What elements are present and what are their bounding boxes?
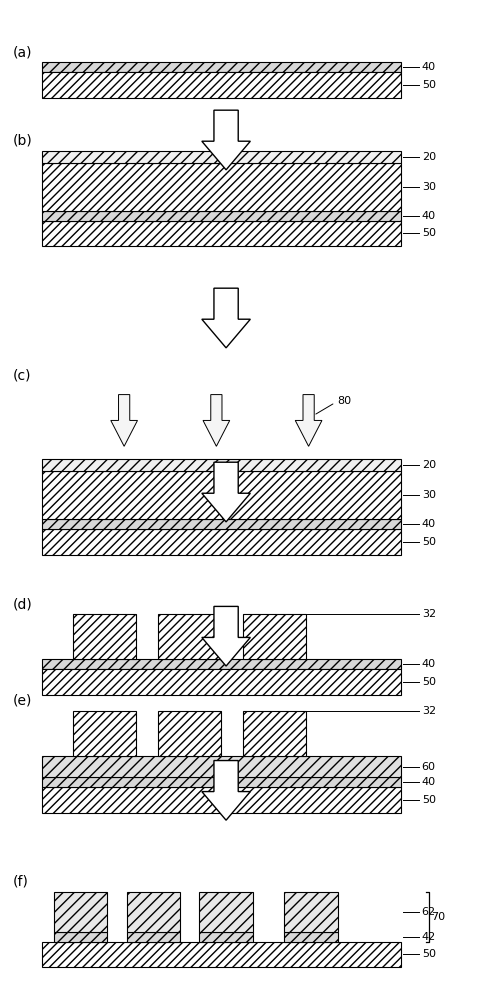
Bar [54, 932, 107, 942]
Text: 42: 42 [422, 932, 436, 942]
Bar [42, 659, 401, 669]
Bar [199, 892, 253, 932]
Polygon shape [202, 288, 250, 348]
Bar [42, 151, 401, 163]
Text: 40: 40 [422, 62, 436, 72]
Text: 40: 40 [422, 211, 436, 221]
Bar [42, 942, 401, 967]
Text: 50: 50 [422, 949, 436, 959]
Text: (c): (c) [12, 369, 31, 383]
Text: 50: 50 [422, 228, 436, 238]
Text: 50: 50 [422, 795, 436, 805]
Bar [127, 892, 180, 932]
Text: 20: 20 [422, 460, 436, 470]
Text: (f): (f) [12, 875, 28, 889]
Text: (a): (a) [12, 45, 32, 59]
Bar [42, 211, 401, 221]
Polygon shape [202, 110, 250, 170]
Bar [243, 711, 306, 756]
Text: 60: 60 [422, 762, 436, 772]
Bar [42, 756, 401, 777]
Polygon shape [202, 462, 250, 522]
Bar [42, 529, 401, 555]
Text: 30: 30 [422, 182, 436, 192]
Text: 32: 32 [422, 609, 436, 619]
Bar [158, 614, 221, 659]
Text: 20: 20 [422, 152, 436, 162]
Bar [42, 62, 401, 72]
Text: 30: 30 [422, 490, 436, 500]
Bar [284, 892, 338, 932]
Bar [158, 711, 221, 756]
Text: 50: 50 [422, 80, 436, 90]
Text: 62: 62 [422, 907, 436, 917]
Text: (b): (b) [12, 134, 32, 148]
Bar [42, 221, 401, 246]
Bar [42, 777, 401, 787]
Bar [54, 892, 107, 932]
Bar [42, 459, 401, 471]
Polygon shape [203, 395, 230, 446]
Text: 40: 40 [422, 519, 436, 529]
Text: 70: 70 [432, 912, 445, 922]
Bar [73, 711, 136, 756]
Bar [199, 932, 253, 942]
Text: 80: 80 [337, 396, 351, 406]
Polygon shape [295, 395, 322, 446]
Text: 50: 50 [422, 677, 436, 687]
Bar [42, 471, 401, 519]
Text: (e): (e) [12, 694, 32, 708]
Bar [42, 669, 401, 695]
Bar [73, 614, 136, 659]
Polygon shape [111, 395, 137, 446]
Polygon shape [202, 606, 250, 666]
Text: 50: 50 [422, 537, 436, 547]
Text: (d): (d) [12, 597, 32, 611]
Bar [42, 519, 401, 529]
Bar [42, 787, 401, 813]
Text: 40: 40 [422, 659, 436, 669]
Text: 32: 32 [422, 706, 436, 716]
Bar [127, 932, 180, 942]
Bar [284, 932, 338, 942]
Polygon shape [202, 761, 250, 820]
Bar [42, 163, 401, 211]
Bar [42, 72, 401, 98]
Text: 40: 40 [422, 777, 436, 787]
Bar [243, 614, 306, 659]
